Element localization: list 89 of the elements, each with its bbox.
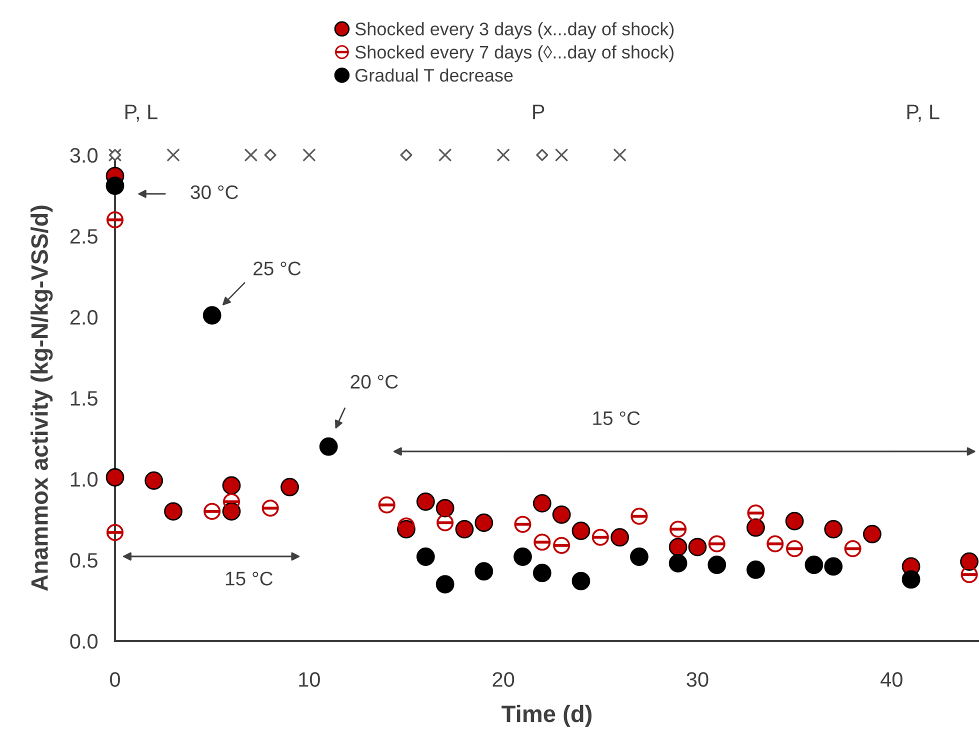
point [166,148,180,162]
point [302,148,316,162]
point [244,148,258,162]
point [863,524,882,544]
point [554,148,568,162]
legend-label: Gradual T decrease [355,68,513,82]
point [436,575,454,594]
point [106,211,124,228]
point [496,148,510,162]
x-tick-label: 20 [492,672,514,687]
y-tick-label: 1.0 [70,472,98,487]
point [204,502,221,520]
legend-label: Shocked every 7 days (◊...day of shock) [355,45,674,62]
point [222,476,241,495]
point [534,534,551,551]
point [747,504,764,522]
y-tick-label: 1.5 [70,391,98,406]
point [474,562,494,581]
annotation: 25 °C [254,262,301,276]
point [106,524,124,541]
point [262,500,279,517]
point [144,471,164,490]
point [708,535,726,552]
point [804,556,824,574]
annotation: 15 °C [226,572,273,586]
annotation: 20 °C [350,374,398,389]
point [378,496,396,514]
point [202,306,222,325]
point [746,560,765,579]
point [630,548,648,566]
point [106,468,124,487]
point [532,564,552,582]
point [572,572,590,590]
point [613,148,626,162]
point [416,492,435,511]
point [668,538,688,556]
point [785,512,804,530]
point [536,148,548,162]
point [668,554,688,572]
point [164,502,182,521]
point [786,540,804,558]
x-tick-label: 10 [299,672,320,687]
point [438,148,452,162]
point [553,536,570,554]
y-axis-title: Anammox activity (kg-N/kg-VSS/d) [30,206,53,591]
point [106,176,124,195]
point [416,548,435,566]
point [610,528,630,547]
y-tick-label: 3.0 [70,148,98,163]
text: P, L [907,104,940,122]
point [824,520,843,538]
annotation: 30 °C [190,185,238,200]
legend-label: Shocked every 3 days (x...day of shock) [355,22,674,39]
point [960,566,978,584]
point [766,535,784,552]
text: P [533,104,544,120]
point [708,556,726,574]
point [670,520,687,538]
point [514,548,532,566]
x-axis-title: Time (d) [502,704,592,727]
point [824,557,843,576]
point [960,552,978,571]
point [400,148,412,162]
point [552,505,571,524]
y-tick-label: 0.5 [70,553,98,568]
point [844,540,862,558]
point [319,437,338,456]
text: P, L [125,104,158,122]
point [436,498,454,518]
point [264,148,276,162]
y-tick-label: 2.5 [70,229,98,244]
x-tick-label: 40 [880,672,902,687]
point [630,508,648,525]
point [746,518,765,537]
x-tick-label: 0 [110,672,120,687]
point [455,520,474,538]
point [572,522,590,540]
point [436,514,454,532]
point [514,516,532,533]
x-tick-label: 30 [686,672,708,687]
y-tick-label: 0.0 [70,634,98,649]
point [592,528,609,546]
y-tick-label: 2.0 [70,310,98,325]
point [688,538,707,556]
point [474,514,494,532]
point [902,570,920,589]
annotation: 15 °C [593,411,640,426]
point [280,478,299,496]
point [532,494,552,512]
